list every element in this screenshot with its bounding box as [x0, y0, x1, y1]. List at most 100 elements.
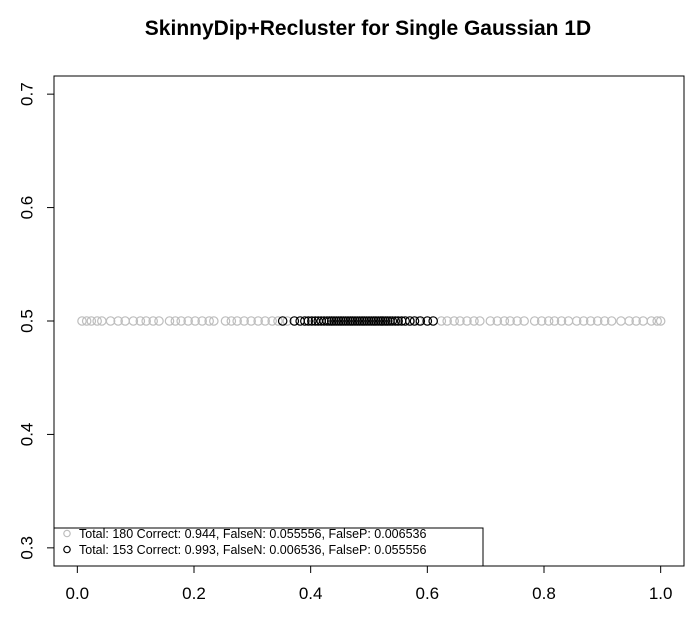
data-point-series-2 — [373, 316, 384, 326]
y-tick-label: 0.6 — [18, 196, 37, 220]
data-point-series-1 — [442, 316, 452, 326]
data-point-series-1 — [462, 316, 472, 326]
data-point-series-1 — [499, 316, 510, 326]
data-point-series-1 — [204, 316, 214, 326]
data-point-series-2 — [324, 316, 335, 326]
data-point-series-1 — [585, 316, 596, 326]
data-point-series-2 — [322, 316, 332, 326]
data-point-series-2 — [345, 316, 356, 326]
data-point-series-2 — [336, 316, 346, 326]
data-point-series-2 — [303, 316, 314, 326]
data-point-series-2 — [361, 316, 372, 326]
data-point-series-1 — [592, 316, 603, 326]
data-point-series-2 — [359, 316, 370, 326]
data-point-series-1 — [485, 316, 496, 326]
data-point-series-2 — [400, 316, 410, 326]
data-point-series-1 — [606, 316, 617, 326]
data-point-series-1 — [616, 316, 626, 326]
points-layer — [77, 316, 666, 326]
data-point-series-2 — [300, 316, 310, 326]
data-point-series-1 — [105, 316, 116, 326]
data-point-series-1 — [449, 316, 459, 326]
data-point-series-2 — [428, 316, 438, 326]
data-point-series-1 — [170, 316, 181, 326]
data-point-series-1 — [113, 316, 123, 326]
y-tick-label: 0.3 — [18, 536, 37, 560]
data-point-series-2 — [289, 316, 300, 326]
data-point-series-1 — [176, 316, 186, 326]
chart-title: SkinnyDip+Recluster for Single Gaussian … — [145, 17, 591, 40]
data-point-series-1 — [475, 316, 485, 326]
data-point-series-2 — [380, 316, 391, 326]
data-point-series-2 — [405, 316, 415, 326]
data-point-series-1 — [77, 316, 87, 326]
data-point-series-1 — [519, 316, 529, 326]
data-point-series-2 — [368, 316, 379, 326]
data-point-series-1 — [86, 316, 97, 326]
data-point-series-1 — [226, 316, 237, 326]
data-point-series-1 — [469, 316, 479, 326]
data-point-series-2 — [352, 316, 363, 326]
legend-marker-series-2 — [63, 545, 71, 554]
legend-label-series-1: Total: 180 Correct: 0.944, FalseN: 0.055… — [79, 527, 426, 541]
data-point-series-1 — [232, 316, 242, 326]
data-point-series-1 — [529, 316, 540, 326]
data-point-series-2 — [364, 316, 374, 326]
data-point-series-1 — [209, 316, 219, 326]
data-point-series-1 — [183, 316, 193, 326]
data-point-series-1 — [536, 316, 547, 326]
data-point-series-2 — [350, 316, 360, 326]
legend-label-series-2: Total: 153 Correct: 0.993, FalseN: 0.006… — [79, 543, 426, 557]
legend: Total: 180 Correct: 0.944, FalseN: 0.055… — [53, 527, 484, 567]
data-point-series-1 — [128, 316, 139, 326]
data-point-series-2 — [307, 316, 317, 326]
data-point-series-1 — [164, 316, 175, 326]
data-point-series-1 — [190, 316, 200, 326]
data-point-series-2 — [329, 316, 339, 326]
data-point-series-2 — [319, 316, 329, 326]
data-point-series-1 — [571, 316, 582, 326]
data-point-series-1 — [492, 316, 503, 326]
x-tick-label: 0.0 — [66, 584, 90, 603]
data-point-series-2 — [357, 316, 367, 326]
data-point-series-2 — [347, 316, 358, 326]
legend-marker-series-1 — [63, 529, 71, 538]
data-point-series-1 — [81, 316, 92, 326]
data-point-series-1 — [220, 316, 231, 326]
data-point-series-2 — [333, 316, 344, 326]
data-point-series-1 — [154, 316, 164, 326]
data-point-series-1 — [135, 316, 146, 326]
data-point-series-2 — [371, 316, 381, 326]
data-point-series-2 — [354, 316, 365, 326]
data-point-series-1 — [549, 316, 560, 326]
data-point-series-1 — [624, 316, 634, 326]
y-tick-label: 0.5 — [18, 309, 37, 333]
data-point-series-2 — [375, 316, 386, 326]
data-point-series-1 — [92, 316, 102, 326]
data-point-series-1 — [253, 316, 263, 326]
y-tick-label: 0.4 — [18, 423, 37, 447]
data-point-series-2 — [393, 316, 403, 326]
data-point-series-2 — [343, 316, 353, 326]
data-point-series-2 — [366, 316, 377, 326]
data-point-series-1 — [141, 316, 151, 326]
data-point-series-1 — [455, 316, 465, 326]
data-point-series-1 — [652, 316, 662, 326]
data-point-series-1 — [260, 316, 270, 326]
data-point-series-1 — [512, 316, 522, 326]
data-point-series-2 — [338, 316, 349, 326]
x-tick-label: 0.4 — [299, 584, 323, 603]
data-point-series-1 — [282, 316, 293, 326]
data-point-series-1 — [646, 316, 657, 326]
data-point-series-1 — [655, 316, 666, 326]
data-point-series-1 — [599, 316, 610, 326]
data-point-series-1 — [578, 316, 589, 326]
data-point-series-1 — [267, 316, 277, 326]
x-tick-label: 1.0 — [649, 584, 673, 603]
data-point-series-2 — [415, 316, 426, 326]
x-tick-label: 0.8 — [532, 584, 556, 603]
data-point-series-1 — [148, 316, 158, 326]
data-point-series-2 — [409, 316, 420, 326]
data-point-series-2 — [326, 316, 337, 326]
